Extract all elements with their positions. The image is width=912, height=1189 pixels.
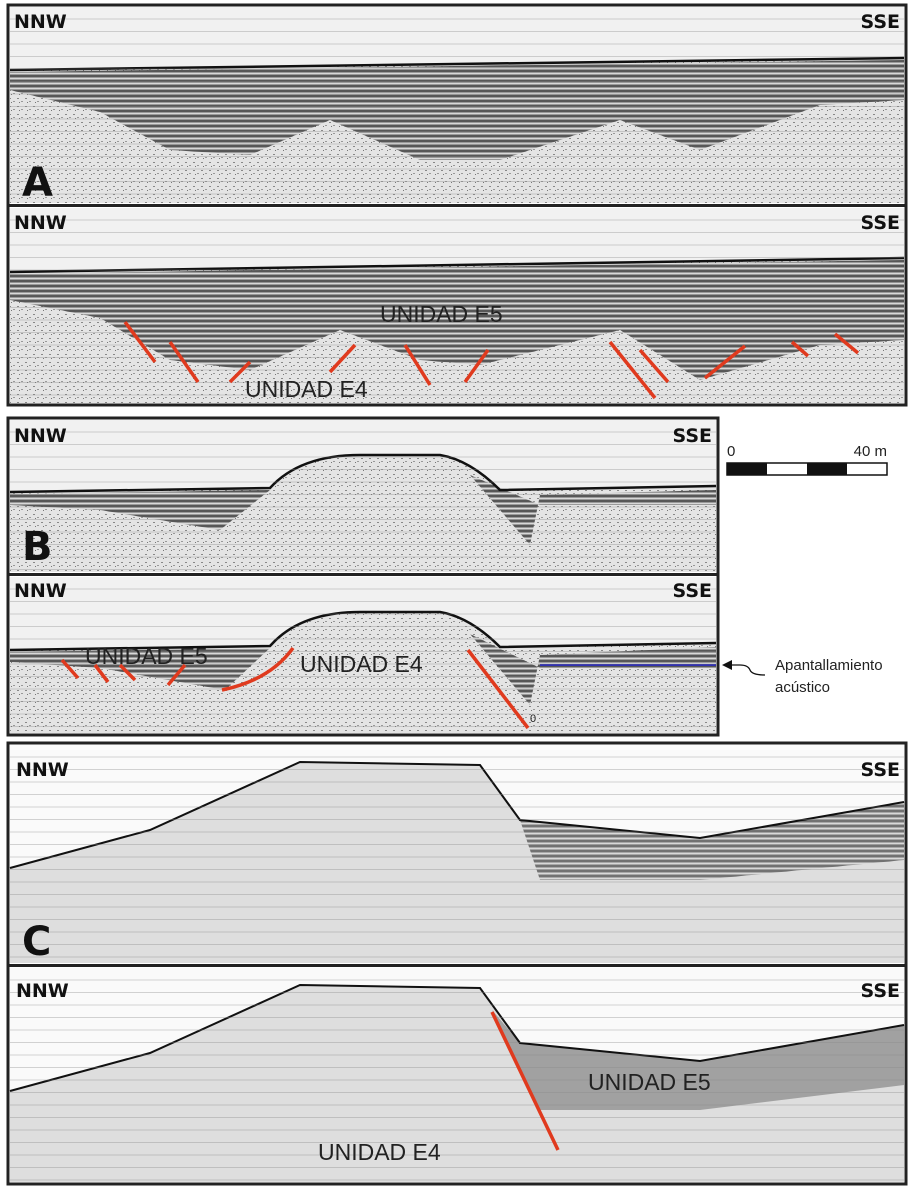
unit-label: UNIDAD E4 (300, 651, 423, 677)
annotation: Apantallamiento (775, 657, 883, 674)
annotation: acústico (775, 679, 830, 696)
panel-label: C (22, 919, 51, 965)
marker: 0 (530, 713, 536, 725)
scale-start: 0 (727, 443, 735, 460)
direction-left: NNW (14, 580, 67, 602)
unit-label: UNIDAD E5 (588, 1069, 711, 1095)
direction-right: SSE (861, 212, 901, 234)
direction-left: NNW (16, 759, 69, 781)
direction-right: SSE (861, 980, 901, 1002)
direction-right: SSE (673, 425, 713, 447)
faults (60, 320, 860, 1151)
direction-left: NNW (14, 11, 67, 33)
unit-label: UNIDAD E5 (85, 643, 208, 669)
direction-right: SSE (861, 11, 901, 33)
panel-label: A (22, 160, 53, 206)
annotation-arrow (722, 660, 766, 676)
direction-left: NNW (14, 212, 67, 234)
unit-label: UNIDAD E5 (380, 301, 503, 327)
scale-bar (726, 462, 888, 476)
direction-right: SSE (673, 580, 713, 602)
unit-label: UNIDAD E4 (245, 376, 368, 402)
depth-lines (10, 18, 904, 1181)
direction-right: SSE (861, 759, 901, 781)
direction-left: NNW (14, 425, 67, 447)
panel-label: B (22, 524, 53, 570)
frames (6, 3, 908, 1186)
scale-end: 40 m (854, 443, 887, 460)
direction-left: NNW (16, 980, 69, 1002)
unit-label: UNIDAD E4 (318, 1139, 441, 1165)
profiles (9, 7, 905, 1182)
